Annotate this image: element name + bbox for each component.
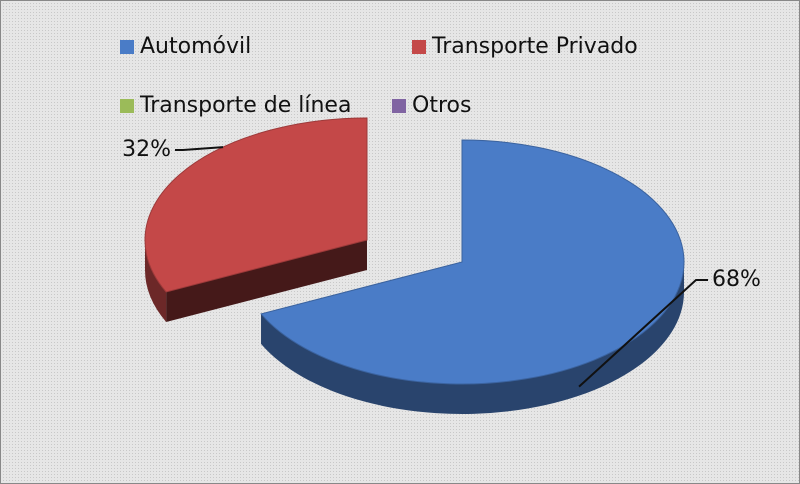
legend-label: Transporte de línea bbox=[139, 93, 351, 118]
legend-swatch bbox=[412, 40, 426, 54]
leader-line bbox=[175, 146, 224, 151]
pie-slice-cut bbox=[166, 240, 367, 322]
legend-swatch bbox=[392, 99, 406, 113]
pie-slice bbox=[260, 139, 685, 385]
pie-slice-side bbox=[261, 262, 684, 414]
legend-label: Automóvil bbox=[140, 34, 251, 59]
legend-label: Otros bbox=[412, 93, 471, 118]
pie-slice bbox=[144, 117, 368, 293]
legend-swatch bbox=[120, 99, 134, 113]
pie-slice-side bbox=[145, 240, 167, 322]
data-label: 32% bbox=[122, 137, 171, 162]
data-label: 68% bbox=[712, 267, 761, 292]
leader-line bbox=[578, 279, 708, 388]
legend-swatch bbox=[120, 40, 134, 54]
legend-label: Transporte Privado bbox=[431, 34, 638, 59]
